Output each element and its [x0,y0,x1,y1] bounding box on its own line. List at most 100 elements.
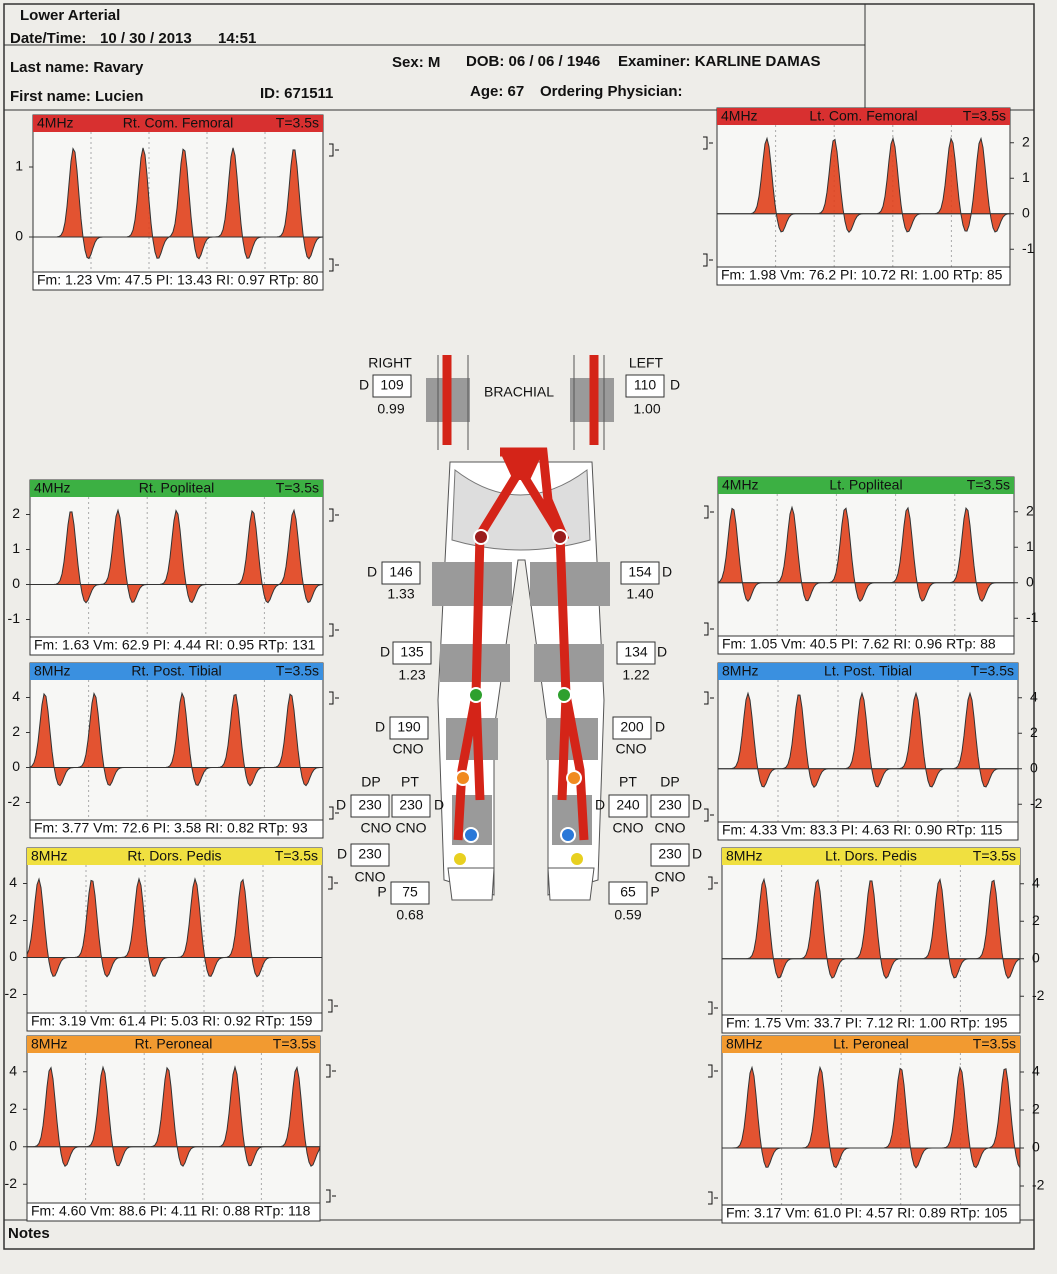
scale-label: 0 [1030,759,1038,775]
pressure-label: D [336,797,346,813]
label: Date/Time: [10,30,86,47]
waveform-stats: Fm: 1.75 Vm: 33.7 PI: 7.12 RI: 1.00 RTp:… [726,1015,1008,1031]
pressure-label: CNO [654,869,685,885]
scale-label: 4 [1032,1063,1040,1079]
pressure-label: 146 [389,564,413,580]
time: 14:51 [218,30,256,47]
thigh-band [432,562,512,606]
scale-label: -1 [1022,240,1035,256]
scale-label: 2 [1022,133,1030,149]
pressure-label: 0.68 [396,907,423,923]
pressure-label: 0.99 [377,401,404,417]
site-marker [553,530,567,544]
waveform-panel: 8MHzRt. Dors. PedisT=3.5s420-2Fm: 3.19 V… [5,848,338,1031]
pressure-label: D [434,797,444,813]
waveform-stats: Fm: 4.60 Vm: 88.6 PI: 4.11 RI: 0.88 RTp:… [31,1203,311,1219]
sweep-time: T=3.5s [973,848,1016,864]
pressure-label: 0.59 [614,907,641,923]
scale-label: 0 [1032,1139,1040,1155]
pressure-label: 109 [380,377,404,393]
site-marker [567,771,581,785]
vessel-name: Rt. Com. Femoral [123,115,233,131]
waveform-stats: Fm: 3.19 Vm: 61.4 PI: 5.03 RI: 0.92 RTp:… [31,1013,313,1029]
sweep-time: T=3.5s [276,663,319,679]
pressure-label: D [692,797,702,813]
probe-frequency: 4MHz [721,108,758,124]
sweep-time: T=3.5s [273,1036,316,1052]
vessel-name: Lt. Com. Femoral [809,108,917,124]
scale-label: 2 [12,505,20,521]
probe-frequency: 4MHz [34,480,71,496]
examiner: Examiner: KARLINE DAMAS [618,53,821,70]
pressure-label: 230 [358,797,382,813]
vessel-label: BRACHIAL [484,384,554,400]
sweep-time: T=3.5s [275,848,318,864]
scale-label: 4 [1032,874,1040,890]
scale-label: 1 [1026,538,1034,554]
waveform-stats: Fm: 3.77 Vm: 72.6 PI: 3.58 RI: 0.82 RTp:… [34,820,308,836]
site-marker [469,688,483,702]
scale-label: 0 [1032,949,1040,965]
sweep-time: T=3.5s [973,1036,1016,1052]
pressure-label: 1.22 [622,667,649,683]
vessel-name: Rt. Popliteal [139,480,214,496]
pressure-label: 135 [400,644,424,660]
scale-label: 0 [15,228,23,244]
scale-label: 0 [9,1137,17,1153]
sweep-time: T=3.5s [276,115,319,131]
last-name: Last name: Ravary [10,59,144,76]
scale-label: 4 [1030,688,1038,704]
scale-label: 2 [1032,912,1040,928]
scale-label: -2 [5,1175,18,1191]
scale-label: 2 [1026,502,1034,518]
date: 10 / 30 / 2013 [100,30,192,47]
scale-label: -2 [1032,987,1045,1003]
pressure-label: RIGHT [368,355,412,371]
sweep-time: T=3.5s [963,108,1006,124]
pressure-label: D [380,644,390,660]
pressure-label: D [670,377,680,393]
pressure-label: D [692,846,702,862]
pressure-label: CNO [392,741,423,757]
report: Lower Arterial Date/Time: 10 / 30 / 2013… [0,0,1057,1274]
patient-id: ID: 671511 [260,85,333,102]
page: Lower Arterial Report {"header":{"title"… [0,0,1057,1274]
physician: Ordering Physician: [540,83,683,100]
thigh-band [530,562,610,606]
sex: Sex: M [392,54,440,71]
probe-frequency: 4MHz [722,477,759,493]
site-marker [557,688,571,702]
vessel-name: Rt. Dors. Pedis [127,848,221,864]
scale-label: -1 [1026,609,1039,625]
pressure-label: 230 [399,797,423,813]
pressure-label: DP [660,774,679,790]
pressure-label: D [375,719,385,735]
first-name: First name: Lucien [10,88,143,105]
scale-label: 1 [12,540,20,556]
pressure-label: 65 [620,884,636,900]
scale-label: 4 [9,1062,17,1078]
pressure-label: D [359,377,369,393]
waveform-stats: Fm: 1.23 Vm: 47.5 PI: 13.43 RI: 0.97 RTp… [37,272,319,288]
pressure-label: LEFT [629,355,664,371]
waveform-stats: Fm: 1.98 Vm: 76.2 PI: 10.72 RI: 1.00 RTp… [721,267,1003,283]
waveform-panel: 8MHzLt. Post. TibialT=3.5s420-2Fm: 4.33 … [704,663,1043,840]
scale-label: 1 [1022,169,1030,185]
pressure-label: D [337,846,347,862]
scale-label: -2 [5,985,18,1001]
scale-label: -2 [1032,1177,1045,1193]
waveform-panel: 4MHzRt. Com. FemoralT=3.5s10Fm: 1.23 Vm:… [15,115,339,290]
scale-label: -2 [1030,795,1043,811]
vessel-name: Lt. Peroneal [833,1036,909,1052]
pressure-label: 1.23 [398,667,425,683]
probe-frequency: 8MHz [31,848,68,864]
scale-label: 0 [9,948,17,964]
pressure-label: D [655,719,665,735]
pressure-label: 230 [658,797,682,813]
pressure-label: 1.40 [626,586,653,602]
pressure-label: D [595,797,605,813]
